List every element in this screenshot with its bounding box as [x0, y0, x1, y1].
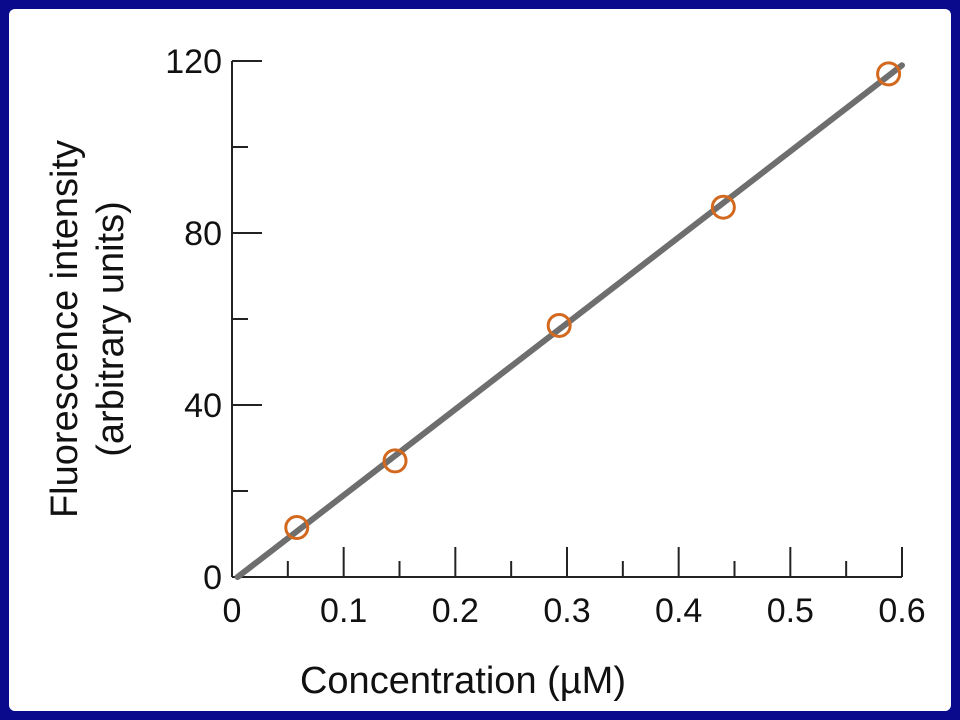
data-point: [546, 312, 572, 338]
chart: 0 0.1 0.2 0.3 0.4 0.5 0.6 0 40 80 120 Concentratio…: [44, 43, 926, 702]
data-point: [876, 61, 902, 87]
data-points: [284, 61, 902, 541]
x-tick-label: 0.2: [432, 592, 479, 630]
y-axis-title-line1: Fluorescence intensity: [44, 140, 86, 518]
y-axis-title-line2: (arbitrary units): [90, 201, 132, 457]
x-tick-label: 0: [223, 592, 242, 630]
y-axis-title: Fluorescence intensity (arbitrary units): [44, 140, 132, 518]
axes: 0 0.1 0.2 0.3 0.4 0.5 0.6 0 40 80 120: [165, 43, 925, 630]
data-point: [710, 194, 736, 220]
x-tick-label: 0.5: [767, 592, 814, 630]
y-tick-label: 80: [184, 215, 222, 253]
x-tick-label: 0.1: [320, 592, 367, 630]
x-tick-label: 0.3: [543, 592, 590, 630]
y-tick-label: 0: [203, 559, 222, 597]
y-tick-label: 40: [184, 387, 222, 425]
data-point: [382, 448, 408, 474]
chart-panel: 0 0.1 0.2 0.3 0.4 0.5 0.6 0 40 80 120 Concentratio…: [9, 9, 951, 711]
x-tick-label: 0.6: [878, 592, 925, 630]
y-tick-label: 120: [165, 43, 222, 81]
x-tick-label: 0.4: [655, 592, 702, 630]
x-axis-title: Concentration (µM): [300, 660, 626, 702]
data-point: [284, 515, 310, 541]
